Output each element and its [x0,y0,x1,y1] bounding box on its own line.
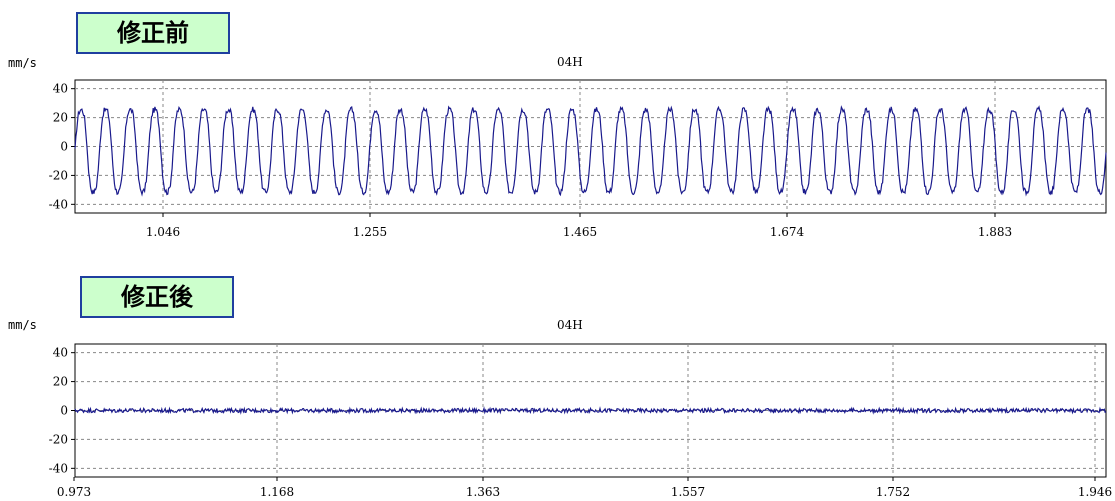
chart-label-badge: 修正前 [76,12,230,54]
x-tick-label: 1.465 [563,225,597,239]
chart-label-badge: 修正後 [80,276,234,318]
y-unit-label: mm/s [8,318,37,332]
chart-title: 04H [557,318,583,332]
y-tick-label: 0 [60,140,68,154]
x-tick-label: 1.168 [260,485,294,499]
y-unit-label: mm/s [8,56,37,70]
y-tick-label: -40 [49,461,68,475]
x-tick-label: 0.973 [57,485,91,499]
signal-line [74,105,1107,197]
x-tick-label: 1.883 [978,225,1012,239]
x-tick-label: 1.363 [466,485,500,499]
y-tick-label: 20 [53,375,68,389]
x-tick-label: 1.946 [1078,485,1112,499]
y-tick-label: -20 [49,432,68,446]
chart-svg-before: 40 20 0 -20 -40 1.046 1.255 1.465 1.674 1.883 [49,79,1107,239]
y-tick-label: 40 [53,346,68,360]
y-tick-label: 20 [53,111,68,125]
x-tick-label: 1.752 [876,485,910,499]
x-tick-label: 1.674 [770,225,805,239]
x-tick-label: 1.255 [353,225,387,239]
chart-title: 04H [557,55,583,69]
y-tick-label: 0 [60,404,68,418]
signal-line [74,406,1107,415]
y-tick-label: -20 [49,168,68,182]
x-tick-label: 1.046 [146,225,180,239]
x-tick-label: 1.557 [671,485,705,499]
y-tick-label: 40 [53,82,68,96]
chart-panel-before: 修正前 mm/s 04H 40 20 0 -20 -40 1.046 1.255 1.465 1… [0,0,1115,250]
y-tick-label: -40 [49,197,68,211]
